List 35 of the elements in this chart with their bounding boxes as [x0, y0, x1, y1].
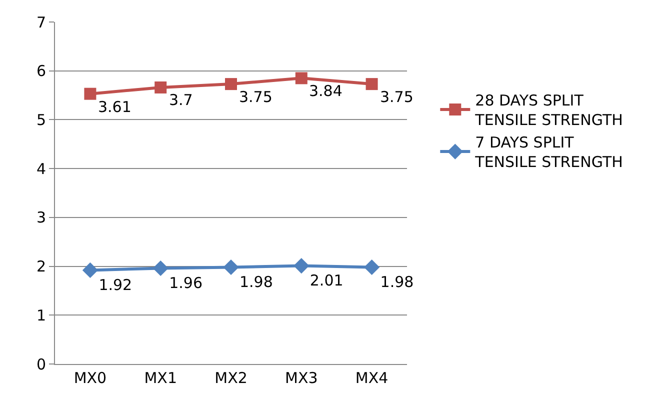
legend-label: 7 DAYS SPLIT TENSILE STRENGTH [474, 134, 623, 172]
x-tick-label: MX4 [355, 369, 388, 387]
y-tick-label: 2 [36, 258, 46, 276]
annotation: 3.7 [169, 91, 193, 109]
annotation: 3.84 [309, 82, 342, 100]
x-tick-label: MX3 [285, 369, 318, 387]
point [223, 259, 239, 276]
y-tick-label: 1 [36, 306, 46, 324]
point [84, 88, 96, 100]
data-label: 1.98 [240, 273, 273, 292]
y-tick-label: 6 [36, 62, 46, 80]
x-tick-label: MX1 [144, 369, 177, 387]
point [364, 259, 380, 276]
x-tick-label: MX2 [214, 369, 248, 387]
point [366, 78, 378, 90]
point [152, 260, 168, 276]
annotation: 3.61 [98, 98, 132, 116]
y-tick-label: 4 [36, 160, 46, 178]
x-tick-label: MX0 [74, 369, 107, 387]
point [225, 78, 237, 90]
point [294, 258, 310, 274]
y-tick-label: 5 [36, 110, 46, 129]
legend-label: 28 DAYS SPLIT TENSILE STRENGTH [474, 92, 623, 130]
annotation: 3.75 [380, 88, 414, 106]
y-tick-label: 3 [36, 208, 46, 227]
data-label: 1.96 [169, 274, 203, 292]
y-tick-label: 0 [36, 355, 46, 374]
point [82, 262, 98, 278]
point [295, 72, 308, 84]
data-label: 1.92 [98, 276, 132, 294]
data-label: 1.98 [380, 273, 414, 292]
annotation: 3.75 [239, 88, 272, 106]
data-label: 2.01 [310, 272, 344, 290]
point [154, 81, 167, 94]
y-tick-label: 7 [36, 13, 46, 32]
